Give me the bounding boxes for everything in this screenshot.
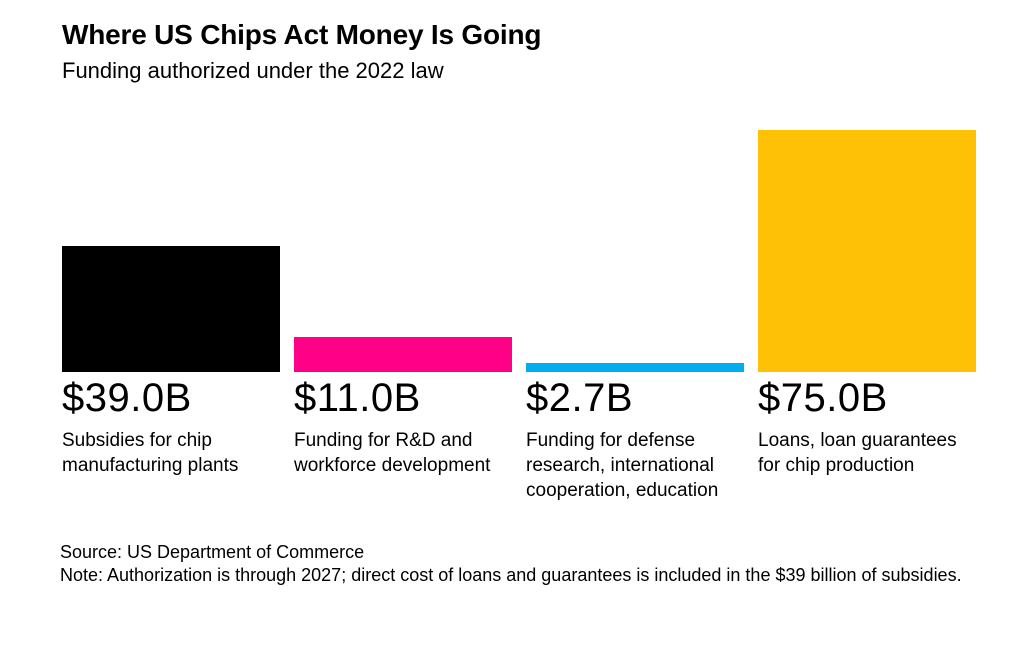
source-text: Source: US Department of Commerce <box>60 542 365 562</box>
bar-track <box>294 130 512 372</box>
bar-subsidies <box>62 246 280 372</box>
bar-column-defense: $2.7B Funding for defense research, inte… <box>526 130 744 503</box>
bar-column-subsidies: $39.0B Subsidies for chip manufacturing … <box>62 130 280 503</box>
bar-column-rd-workforce: $11.0B Funding for R&D and workforce dev… <box>294 130 512 503</box>
page-subtitle: Funding authorized under the 2022 law <box>62 58 444 83</box>
bar-description: Subsidies for chip manufacturing plants <box>62 430 239 476</box>
bar-track <box>758 130 976 372</box>
bar-description: Loans, loan guarantees for chip producti… <box>758 430 957 476</box>
bar-rd-workforce <box>294 337 512 372</box>
value-label: $2.7B <box>526 376 634 420</box>
bar-chart: $39.0B Subsidies for chip manufacturing … <box>62 130 976 503</box>
bar-description: Funding for defense research, internatio… <box>526 430 719 501</box>
bar-column-loans: $75.0B Loans, loan guarantees for chip p… <box>758 130 976 503</box>
footer: Source: US Department of Commerce Note: … <box>60 541 1005 587</box>
bar-track <box>526 130 744 372</box>
bar-track <box>62 130 280 372</box>
page-title: Where US Chips Act Money Is Going <box>62 19 542 50</box>
bar-defense <box>526 363 744 372</box>
bar-description: Funding for R&D and workforce developmen… <box>294 430 491 476</box>
note-text: Note: Authorization is through 2027; dir… <box>60 565 962 585</box>
value-label: $11.0B <box>294 376 421 420</box>
value-label: $39.0B <box>62 376 192 420</box>
value-label: $75.0B <box>758 376 888 420</box>
bar-loans <box>758 130 976 372</box>
